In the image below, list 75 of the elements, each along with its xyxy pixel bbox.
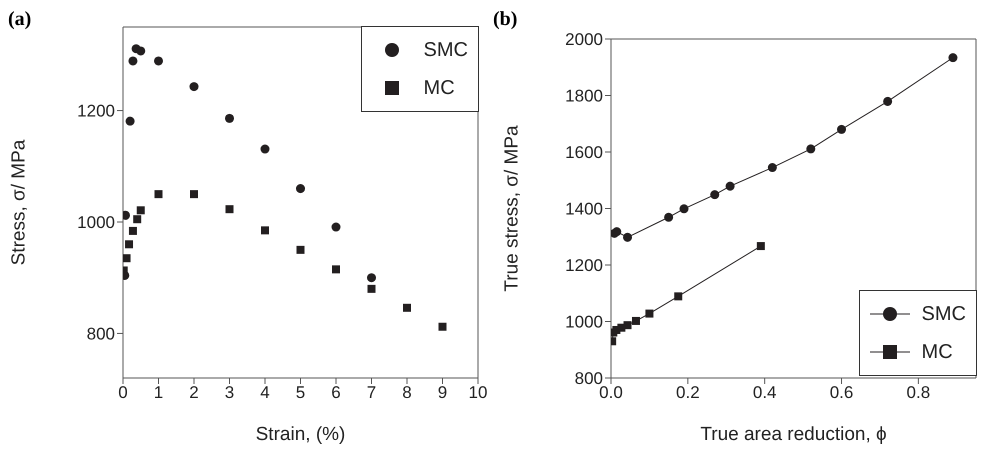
y-tick-label: 1000	[77, 213, 115, 232]
x-tick-label: 0.4	[752, 383, 777, 402]
point	[948, 53, 958, 62]
point	[623, 232, 632, 242]
point	[664, 212, 674, 222]
point	[189, 82, 199, 92]
legend-label: SMC	[922, 302, 966, 326]
point	[756, 242, 765, 250]
x-tick-label: 0.2	[676, 383, 700, 402]
x-axis-title: True area reduction, ϕ	[700, 424, 887, 445]
point	[612, 227, 622, 236]
point	[226, 205, 234, 214]
point	[710, 190, 720, 200]
x-tick-label: 4	[260, 383, 270, 402]
x-tick-label: 1	[154, 383, 164, 402]
point	[260, 144, 270, 154]
point	[837, 124, 846, 134]
point	[624, 321, 632, 330]
point	[136, 46, 146, 56]
x-axis-title: Strain, (%)	[256, 424, 346, 445]
y-tick-label: 2000	[565, 30, 603, 50]
point	[806, 144, 816, 154]
y-tick-label: 1200	[77, 102, 115, 121]
point	[645, 310, 654, 318]
point	[632, 316, 640, 325]
x-tick-label: 2	[189, 383, 199, 402]
point	[726, 182, 735, 191]
x-tick-label: 10	[468, 383, 488, 402]
point	[768, 163, 777, 172]
point	[674, 292, 682, 300]
point	[403, 304, 411, 312]
point	[154, 56, 164, 66]
legend-label: MC	[424, 76, 455, 100]
y-tick-label: 800	[86, 324, 115, 344]
y-axis-title: Stress, σ/ MPa	[8, 139, 30, 266]
point	[128, 56, 138, 66]
chart-title: (a)	[8, 8, 32, 31]
legend-label: SMC	[424, 38, 468, 62]
y-tick-label: 1000	[565, 312, 603, 332]
y-tick-label: 1200	[565, 256, 603, 276]
point	[190, 190, 198, 198]
point	[154, 190, 162, 198]
y-tick-label: 1400	[565, 200, 603, 219]
x-tick-label: 9	[438, 383, 448, 402]
legend-label: MC	[922, 340, 953, 364]
chart-title: (b)	[493, 8, 518, 31]
point	[368, 284, 376, 293]
y-tick-label: 1800	[565, 86, 603, 106]
point	[332, 265, 340, 274]
y-tick-label: 1600	[565, 143, 603, 162]
point	[296, 246, 304, 254]
x-tick-label: 0.0	[599, 383, 623, 402]
x-tick-label: 5	[296, 383, 306, 402]
point	[136, 206, 145, 214]
x-tick-label: 0.8	[906, 383, 930, 402]
point	[438, 322, 446, 331]
point	[883, 96, 892, 106]
x-tick-label: 7	[366, 383, 376, 402]
point	[224, 114, 234, 123]
y-axis-title: True stress, σ/ MPa	[502, 124, 523, 292]
point	[125, 240, 134, 248]
point	[331, 222, 341, 232]
point	[126, 116, 135, 126]
x-tick-label: 8	[402, 383, 412, 402]
point	[679, 204, 689, 214]
x-tick-label: 3	[224, 383, 234, 402]
x-tick-label: 0.6	[830, 383, 854, 402]
point	[261, 226, 269, 234]
point	[296, 184, 306, 194]
point	[128, 226, 137, 235]
x-tick-label: 6	[331, 383, 341, 402]
x-tick-label: 0	[118, 383, 128, 402]
point	[366, 273, 376, 282]
point	[133, 215, 142, 224]
point	[123, 254, 131, 262]
